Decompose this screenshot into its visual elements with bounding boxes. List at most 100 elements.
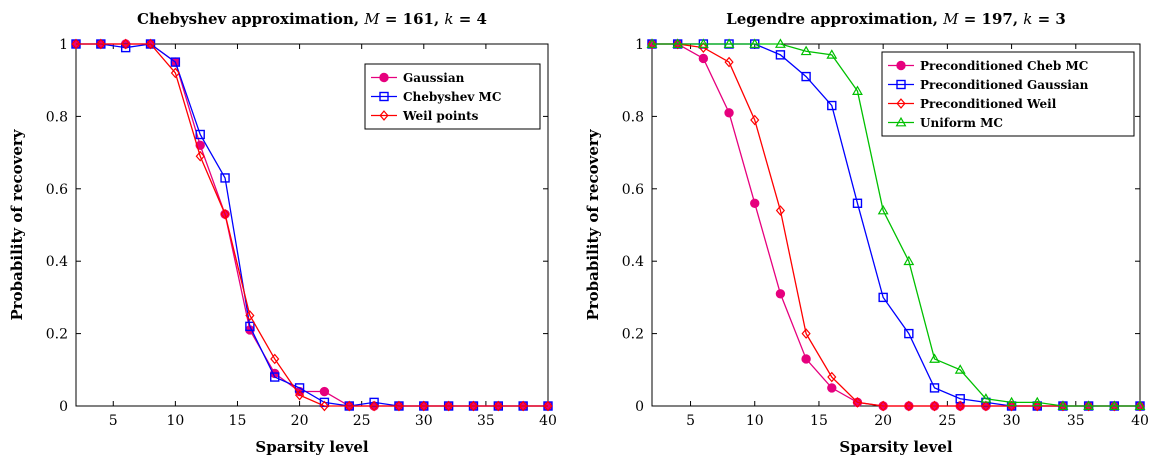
x-tick-label: 35	[477, 413, 495, 429]
y-tick-label: 0	[59, 399, 68, 415]
data-point	[270, 353, 280, 365]
chart-panel-1: Chebyshev approximation, M = 161, k = 4 5…	[8, 10, 557, 456]
data-point	[954, 364, 966, 374]
data-point	[877, 204, 889, 215]
legend-label: Uniform MC	[920, 116, 1003, 130]
data-point	[543, 400, 553, 412]
data-point	[723, 38, 735, 48]
data-point	[929, 400, 940, 412]
data-point	[319, 386, 330, 397]
x-tick-label: 40	[539, 413, 557, 429]
x-tick-label: 35	[1067, 413, 1085, 429]
data-point	[827, 371, 837, 383]
data-point	[878, 292, 888, 303]
data-point	[955, 394, 965, 404]
legend-entry: Preconditioned Weil	[888, 97, 1057, 111]
y-tick-label: 0.2	[46, 327, 68, 343]
data-point	[698, 53, 709, 64]
data-point	[929, 383, 940, 393]
data-point	[826, 49, 838, 59]
data-point	[878, 400, 888, 412]
x-tick-label: 10	[166, 413, 184, 429]
legend: Preconditioned Cheb MC Preconditioned Gau…	[881, 51, 1135, 137]
y-tick-label: 0.2	[622, 327, 644, 343]
legend-entry: Preconditioned Gaussian	[888, 78, 1089, 92]
legend-entry: Preconditioned Cheb MC	[888, 59, 1088, 73]
y-tick-label: 0.6	[46, 182, 68, 198]
data-point	[71, 38, 81, 50]
y-tick-label: 0.8	[46, 109, 68, 125]
data-point	[170, 57, 181, 67]
x-tick-label: 30	[415, 413, 433, 429]
data-point	[1134, 400, 1146, 410]
series-weil-points	[71, 38, 553, 412]
legend-label: Weil points	[402, 109, 479, 123]
legend-swatch-marker	[379, 110, 389, 121]
legend-label: Chebyshev MC	[403, 90, 501, 104]
y-tick-label: 0.4	[46, 254, 68, 270]
data-point	[749, 38, 761, 48]
x-tick-label: 20	[874, 413, 892, 429]
y-axis-label: Probability of recovery	[584, 128, 602, 320]
data-point	[319, 400, 330, 412]
data-point	[698, 42, 708, 53]
data-point	[801, 328, 811, 339]
data-point	[518, 400, 528, 412]
data-point	[294, 383, 305, 393]
data-point	[827, 100, 837, 111]
data-point	[852, 198, 863, 208]
data-point	[195, 150, 205, 162]
x-axis-label: Sparsity level	[255, 438, 368, 456]
x-axis-label: Sparsity level	[839, 438, 952, 456]
data-point	[929, 353, 940, 363]
data-point	[800, 45, 812, 56]
data-point	[955, 400, 965, 412]
data-point	[220, 173, 230, 183]
data-point	[646, 38, 658, 48]
data-point	[903, 255, 915, 266]
data-point	[245, 310, 255, 321]
data-point	[672, 38, 684, 48]
data-point	[270, 372, 280, 382]
data-point	[1083, 400, 1095, 410]
legend-swatch-marker	[379, 72, 389, 83]
x-tick-label: 5	[109, 413, 118, 429]
x-tick-label: 5	[686, 413, 695, 429]
data-point	[1006, 400, 1017, 412]
data-point	[1006, 396, 1018, 407]
y-tick-label: 1	[59, 37, 68, 53]
data-point	[1108, 400, 1120, 410]
data-point	[980, 393, 992, 403]
data-point	[444, 400, 454, 412]
data-point	[170, 67, 180, 79]
data-point	[493, 400, 503, 412]
data-point	[1135, 400, 1145, 412]
legend-swatch-marker	[895, 116, 907, 127]
data-point	[1031, 396, 1043, 407]
data-point	[775, 50, 786, 60]
y-tick-label: 1	[635, 37, 644, 53]
data-point	[121, 38, 131, 50]
x-tick-label: 10	[746, 413, 764, 429]
data-point	[1057, 400, 1069, 410]
data-point	[673, 38, 683, 50]
legend-swatch-marker	[896, 79, 906, 90]
data-point	[697, 38, 709, 48]
data-point	[724, 56, 734, 68]
legend-swatch-marker	[896, 98, 906, 109]
data-point	[468, 400, 479, 412]
data-point	[852, 397, 863, 408]
legend-label: Preconditioned Cheb MC	[920, 59, 1088, 73]
data-point	[1109, 400, 1119, 412]
data-point	[344, 400, 354, 412]
data-point	[1058, 400, 1068, 412]
data-point	[369, 400, 379, 412]
data-point	[394, 400, 404, 412]
legend-entry: Uniform MC	[888, 116, 1003, 130]
data-point	[1032, 400, 1042, 412]
x-tick-label: 15	[810, 413, 828, 429]
legend-entry: Gaussian	[371, 71, 465, 85]
data-point	[419, 400, 429, 412]
